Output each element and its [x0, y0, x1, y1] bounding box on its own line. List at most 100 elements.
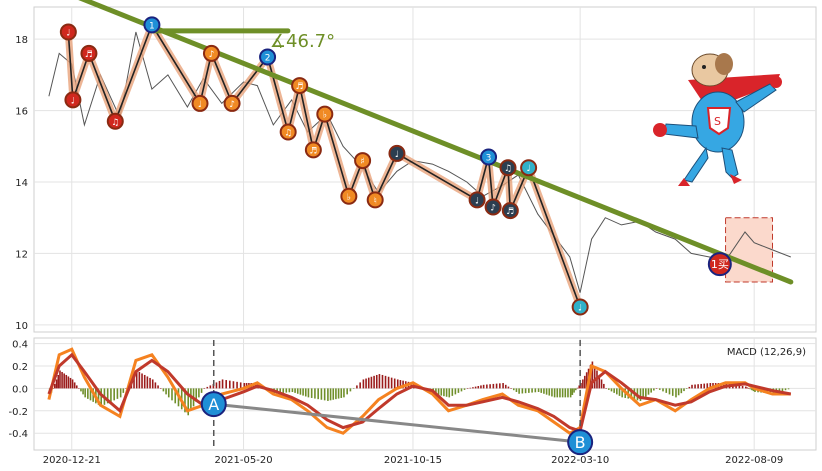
macd-bar [87, 388, 89, 399]
macd-bar [294, 388, 296, 393]
signal-label: ♫ [111, 118, 119, 128]
macd-bar [206, 386, 209, 389]
signal-marker [202, 44, 220, 62]
macd-bar [746, 387, 749, 389]
divergence-line [213, 402, 581, 444]
macd-bar [653, 388, 655, 391]
macd-bar [75, 385, 78, 389]
macd-title: MACD (12,26,9) [727, 347, 806, 358]
macd-bar [630, 388, 633, 400]
signal-marker [191, 94, 209, 112]
macd-bar [122, 388, 125, 393]
macd-bar [165, 388, 167, 395]
macd-tick-label: 0.2 [12, 362, 28, 373]
macd-bar [198, 388, 200, 398]
macd-bar [100, 388, 102, 407]
macd-bar [138, 371, 141, 389]
macd-bar [54, 383, 56, 389]
macd-bar [668, 388, 671, 395]
divergence-label: A [208, 395, 219, 414]
macd-bar [384, 375, 387, 389]
macd-bar [229, 380, 231, 389]
macd-bar [600, 379, 603, 389]
macd-bar [387, 376, 390, 389]
macd-bar [135, 370, 138, 389]
price-tick-label: 14 [15, 178, 28, 189]
macd-bar [685, 388, 688, 389]
signal-marker [520, 159, 538, 177]
macd-bar [486, 384, 488, 389]
signal-marker [468, 191, 486, 209]
signal-marker [223, 94, 241, 112]
macd-bar [703, 383, 706, 389]
macd-bar [218, 380, 221, 389]
signal-label: ♩ [66, 29, 70, 39]
price-tick-label: 12 [15, 249, 28, 260]
macd-bar [512, 388, 515, 391]
signal-marker [707, 252, 732, 277]
macd-bar [608, 388, 610, 390]
macd-bar [502, 383, 504, 389]
macd-tick-label: -0.2 [8, 407, 28, 418]
macd-bar [573, 388, 575, 393]
macd-bar [515, 388, 518, 392]
signal-marker [316, 105, 334, 123]
macd-bar [591, 361, 594, 389]
macd-bar [340, 388, 343, 398]
macd-bar [393, 378, 396, 389]
macd-bar [187, 388, 190, 416]
macd-bar [677, 388, 680, 396]
macd-bar [528, 388, 530, 393]
macd-bar [477, 386, 480, 389]
macd-bar [203, 388, 206, 389]
macd-bar [97, 388, 100, 405]
signal-marker [388, 144, 406, 162]
macd-bar [343, 388, 345, 398]
macd-bar [489, 384, 491, 389]
signal-label: ♩ [71, 96, 75, 106]
price-series [48, 31, 791, 293]
macd-bar [583, 375, 586, 389]
macd-bar [190, 388, 192, 411]
macd-bar [141, 373, 143, 389]
macd-bar [735, 384, 737, 389]
macd-bar [495, 383, 498, 389]
macd-bar [69, 377, 72, 389]
macd-bar [445, 388, 448, 397]
macd-bar [399, 380, 402, 389]
macd-bar [356, 385, 358, 389]
macd-bar [504, 384, 507, 389]
macd-bar [460, 388, 463, 392]
macd-bar [332, 388, 335, 400]
macd-bar [675, 388, 677, 398]
macd-bar [367, 377, 370, 389]
macd-bar [658, 388, 661, 390]
macd-bar [378, 374, 381, 389]
macd-bar [370, 376, 373, 389]
macd-bar [113, 388, 115, 401]
signal-marker [291, 77, 309, 95]
macd-bar [700, 383, 702, 389]
macd-bar [545, 388, 548, 395]
macd-tick-label: -0.4 [8, 429, 28, 440]
macd-bar [106, 388, 109, 404]
macd-bar [159, 388, 162, 389]
macd-bar [457, 388, 460, 393]
signal-marker [501, 202, 519, 220]
macd-bar [410, 382, 412, 389]
macd-bar [314, 388, 316, 399]
macd-bar [67, 376, 70, 389]
macd-bar [61, 371, 63, 389]
macd-bar [209, 385, 212, 389]
macd-bar [691, 384, 693, 389]
macd-bar [279, 388, 281, 394]
macd-bar [694, 384, 696, 389]
signal-label: ♩ [475, 196, 479, 206]
macd-bar [362, 379, 365, 389]
macd-bar [510, 388, 512, 389]
macd-bar [63, 373, 65, 389]
macd-bar [472, 387, 474, 389]
divergence-point [567, 429, 594, 456]
macd-bar [375, 374, 378, 389]
